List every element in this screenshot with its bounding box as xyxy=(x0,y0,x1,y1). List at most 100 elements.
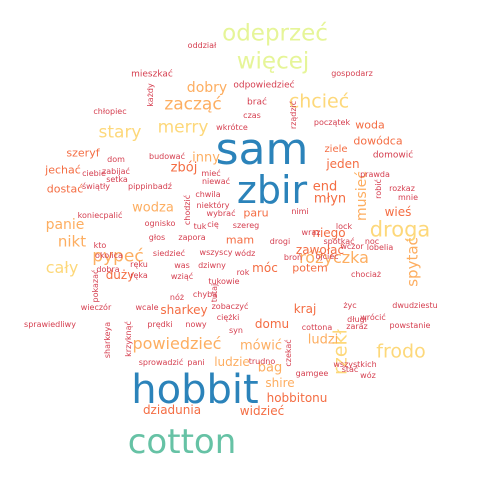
word-79: głos xyxy=(148,233,166,242)
word-35: jeden xyxy=(326,157,360,171)
word-99: dobra xyxy=(96,265,120,274)
word-107: broń xyxy=(283,253,303,262)
word-54: wczor xyxy=(340,242,364,251)
word-75: świątły xyxy=(82,182,110,191)
word-140: gamgee xyxy=(295,369,329,378)
word-103: wszyscy xyxy=(199,248,233,257)
word-27: shire xyxy=(265,376,295,390)
word-70: budować xyxy=(149,152,185,161)
word-105: dziwny xyxy=(198,261,226,270)
word-42: kraj xyxy=(293,302,317,316)
word-123: wrócić xyxy=(360,313,386,322)
word-88: drogi xyxy=(269,237,291,246)
word-112: chociaż xyxy=(350,270,382,279)
word-55: mieszkać xyxy=(131,69,173,80)
word-15: różyczka xyxy=(299,248,369,267)
word-16: powiedzieć xyxy=(132,334,222,353)
word-80: chodzić xyxy=(183,194,192,226)
word-100: ręku xyxy=(130,260,148,269)
word-106: wódz xyxy=(234,249,256,258)
word-120: długi xyxy=(347,315,367,324)
word-67: ciebie xyxy=(82,169,106,178)
word-87: lock xyxy=(335,222,353,231)
word-127: nowy xyxy=(185,320,207,329)
word-24: mówić xyxy=(239,338,283,354)
word-111: wziąć xyxy=(170,272,194,281)
word-132: cottona xyxy=(301,323,333,332)
word-59: wkrótce xyxy=(216,123,248,132)
word-23: wodza xyxy=(132,200,174,216)
word-92: prawda xyxy=(360,170,390,179)
word-71: mieć xyxy=(201,169,221,178)
word-26: bag xyxy=(257,360,283,376)
word-102: siedzieć xyxy=(152,249,186,258)
word-113: pokazać xyxy=(91,269,100,303)
word-82: tuk xyxy=(193,222,207,231)
word-0: sam xyxy=(215,124,309,175)
word-81: wybrać xyxy=(206,209,236,218)
word-109: tukowie xyxy=(208,277,240,286)
word-139: wszystkich xyxy=(333,360,377,369)
word-45: woda xyxy=(355,118,385,132)
word-136: trudno xyxy=(248,357,276,366)
word-20: panie xyxy=(45,217,85,233)
word-104: was xyxy=(174,261,190,270)
word-60: początek xyxy=(313,118,351,127)
word-97: kto xyxy=(93,241,107,250)
word-48: jechać xyxy=(45,163,81,177)
word-83: cię xyxy=(207,220,219,229)
word-141: wóz xyxy=(360,371,376,380)
word-130: zaraz xyxy=(346,322,368,331)
word-96: zapora xyxy=(178,233,206,242)
word-11: stary xyxy=(98,122,142,143)
word-37: niego xyxy=(312,226,346,240)
word-93: rozkaz xyxy=(389,184,415,193)
word-94: mnie xyxy=(397,193,419,202)
word-84: szereg xyxy=(232,221,260,230)
word-65: chłopiec xyxy=(93,107,127,116)
word-9: chcieć xyxy=(288,90,350,113)
word-50: mam xyxy=(225,233,255,247)
word-64: rządzić xyxy=(289,100,298,130)
word-21: dobry xyxy=(186,80,228,96)
word-25: ludzi xyxy=(307,332,339,348)
word-3: cotton xyxy=(127,422,237,462)
word-63: każdy xyxy=(146,83,155,107)
word-17: spytać xyxy=(403,237,422,287)
word-13: pypeć xyxy=(92,246,144,267)
word-138: stać xyxy=(341,365,359,374)
word-4: odeprzeć xyxy=(222,20,328,47)
word-40: duży xyxy=(105,268,135,282)
word-56: odpowiedzieć xyxy=(233,80,295,91)
word-12: zacząć xyxy=(164,94,222,115)
word-129: syn xyxy=(229,326,243,335)
word-89: spotkać xyxy=(323,237,355,246)
word-66: zabijać xyxy=(102,167,130,176)
word-114: chyba xyxy=(192,290,218,299)
word-7: frodo xyxy=(376,340,426,363)
word-14: cały xyxy=(45,258,79,277)
word-91: lobelia xyxy=(366,243,394,252)
word-128: ciężki xyxy=(216,313,240,322)
word-62: oddział xyxy=(187,41,217,50)
word-135: pani xyxy=(187,358,205,367)
word-137: czekać xyxy=(284,339,293,367)
word-90: noc xyxy=(364,237,380,246)
word-30: widzieć xyxy=(239,404,285,418)
word-86: wraz xyxy=(301,228,321,237)
word-31: hobbitonu xyxy=(266,391,328,405)
word-117: wieczór xyxy=(80,303,112,312)
word-124: sprawiedliwy xyxy=(24,320,76,329)
word-58: czas xyxy=(243,111,261,120)
word-46: dowódca xyxy=(353,134,403,148)
word-115: tutaj xyxy=(210,283,219,303)
word-118: zobaczyć xyxy=(211,302,249,311)
word-133: sharkeya xyxy=(103,321,112,359)
word-28: ludzie xyxy=(214,355,250,369)
word-52: ziele xyxy=(324,144,348,155)
word-41: domu xyxy=(254,317,290,331)
word-110: rok xyxy=(236,268,250,277)
word-122: wcale xyxy=(135,303,159,312)
word-49: dostać xyxy=(46,182,84,196)
